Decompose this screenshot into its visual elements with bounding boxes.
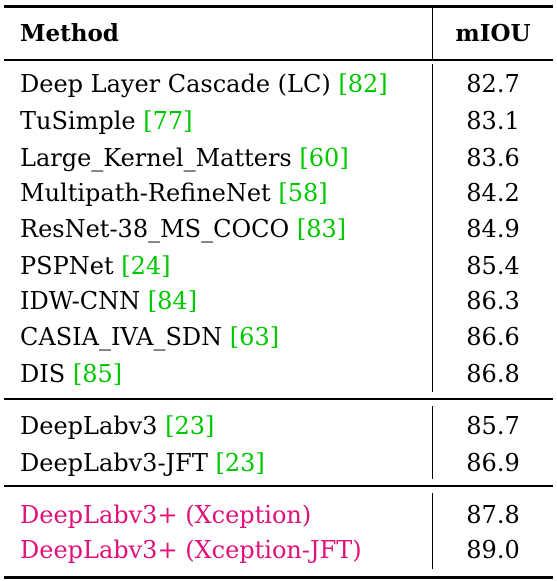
method-name: Deep Layer Cascade (LC) [20,70,331,98]
table-row-method: ResNet-38_MS_COCO [83] [20,217,346,241]
column-separator [432,493,433,569]
table-row-method: Large_Kernel_Matters [60] [20,146,349,170]
method-name: Large_Kernel_Matters [20,144,292,172]
table-row-miou: 89.0 [466,536,520,564]
citation-link[interactable]: [77] [143,107,193,135]
table-row-method: CASIA_IVA_SDN [63] [20,325,279,349]
miou-header: mIOU [455,20,531,47]
table-row-method: Deep Layer Cascade (LC) [82] [20,72,388,96]
group-rule-1 [4,398,553,400]
header-rule [4,59,553,61]
table-row-miou: 84.2 [466,179,520,207]
table-row-miou: 86.3 [466,287,520,315]
table-row-miou: 86.8 [466,360,520,388]
column-separator [432,8,433,59]
citation-link[interactable]: [58] [278,179,328,207]
citation-link[interactable]: [63] [229,323,280,351]
citation-link[interactable]: [24] [121,252,171,280]
table-row-miou: 82.7 [466,70,520,98]
table-row-method: DeepLabv3+ (Xception-JFT) [20,536,362,564]
method-name: Multipath-RefineNet [20,179,271,207]
method-header: Method [20,20,119,47]
method-name: TuSimple [20,107,136,135]
citation-link[interactable]: [23] [165,412,215,440]
citation-link[interactable]: [82] [338,70,388,98]
method-name: DeepLabv3-JFT [20,449,208,477]
table-row-miou: 87.8 [466,501,520,529]
table-row-miou: 85.4 [466,252,520,280]
table-row-miou: 85.7 [466,412,520,440]
bottom-rule [4,576,553,579]
column-separator [432,406,433,479]
top-rule [4,5,553,8]
table-row-method: IDW-CNN [84] [20,289,197,313]
table-row-method: PSPNet [24] [20,254,171,278]
table-row-miou: 86.9 [466,449,520,477]
table-row-method: DIS [85] [20,362,122,386]
group-rule-2 [4,485,553,487]
table-row-miou: 86.6 [466,323,520,351]
table-row-method: Multipath-RefineNet [58] [20,181,328,205]
table-row-method: DeepLabv3+ (Xception) [20,501,312,529]
table-row-miou: 83.1 [466,107,520,135]
method-name: DIS [20,360,66,388]
citation-link[interactable]: [23] [215,449,265,477]
citation-link[interactable]: [83] [296,215,347,243]
table-row-miou: 84.9 [466,215,520,243]
method-name: IDW-CNN [20,287,141,315]
method-name: ResNet-38_MS_COCO [20,215,290,243]
table-row-method: DeepLabv3-JFT [23] [20,451,265,475]
citation-link[interactable]: [85] [72,360,123,388]
table-row-miou: 83.6 [466,144,520,172]
table-row-method: TuSimple [77] [20,109,193,133]
citation-link[interactable]: [60] [299,144,349,172]
method-name: DeepLabv3 [20,412,158,440]
method-name: PSPNet [20,252,114,280]
table-row-method: DeepLabv3 [23] [20,414,214,438]
citation-link[interactable]: [84] [147,287,198,315]
method-name: CASIA_IVA_SDN [20,323,223,351]
column-separator [432,64,433,392]
